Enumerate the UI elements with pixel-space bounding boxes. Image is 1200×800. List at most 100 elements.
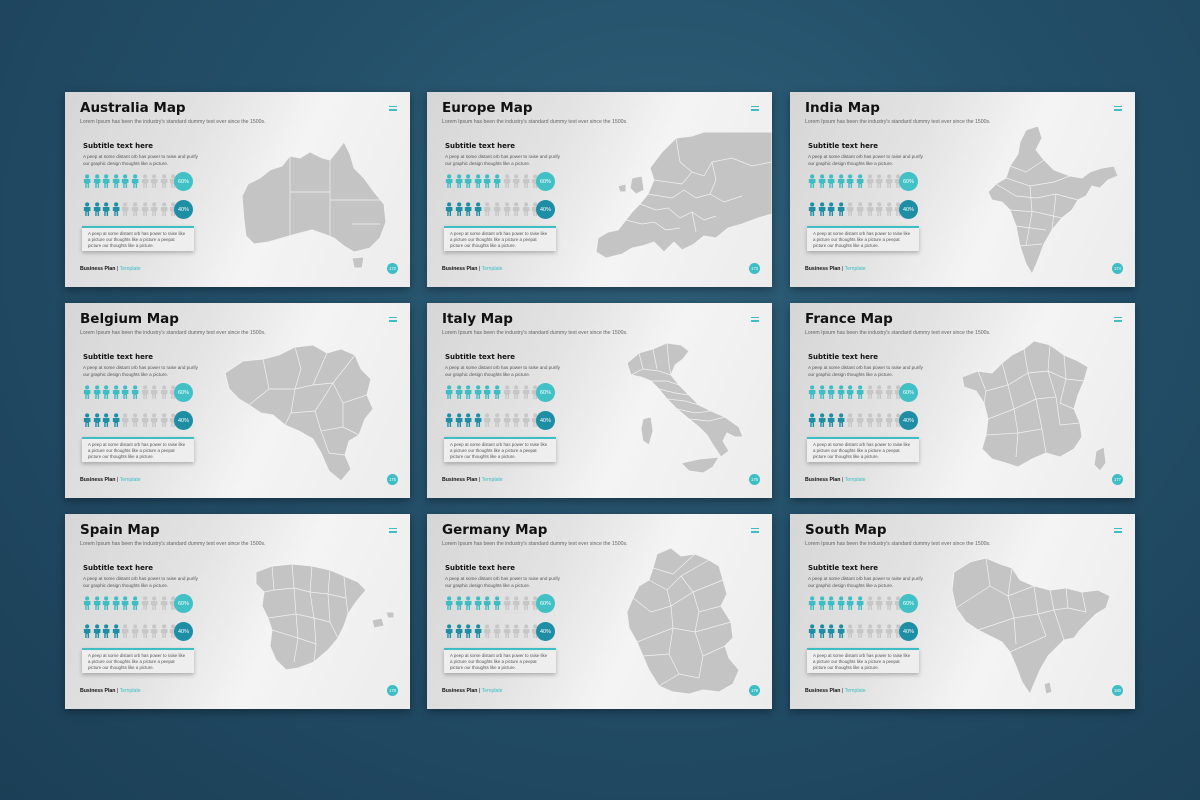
- person-icon: [866, 385, 874, 399]
- footer-template: Template: [481, 688, 503, 694]
- person-icon: [866, 413, 874, 427]
- person-icon: [808, 385, 816, 399]
- slide-germany[interactable]: Germany Map Lorem Ipsum has been the ind…: [427, 514, 772, 709]
- person-icon: [847, 596, 854, 610]
- note-box: A peep at some distant orb has power to …: [444, 437, 556, 462]
- person-icon: [856, 385, 864, 399]
- person-icon: [141, 624, 149, 638]
- description: A peep at some distant orb has power to …: [808, 154, 923, 166]
- page-number: 179: [749, 685, 760, 696]
- stat-badge-40: 40%: [174, 411, 193, 430]
- person-icon: [465, 174, 472, 188]
- description: A peep at some distant orb has power to …: [808, 576, 923, 588]
- person-icon: [112, 413, 120, 427]
- person-icon: [885, 174, 893, 188]
- subtitle: Subtitle text here: [808, 142, 879, 150]
- footer-brand: Business Plan: [442, 688, 478, 694]
- person-icon: [503, 385, 511, 399]
- person-icon: [837, 385, 845, 399]
- slide-title: Belgium Map: [80, 311, 179, 327]
- menu-icon[interactable]: [1114, 528, 1122, 535]
- person-icon: [818, 596, 826, 610]
- person-icon: [828, 174, 835, 188]
- france-map-icon: [956, 339, 1116, 481]
- person-icon: [122, 174, 129, 188]
- person-icon: [847, 624, 854, 638]
- person-icon: [83, 413, 91, 427]
- stat-badge-60: 60%: [174, 594, 193, 613]
- menu-icon[interactable]: [389, 317, 397, 324]
- menu-icon[interactable]: [389, 106, 397, 113]
- note-box: A peep at some distant orb has power to …: [82, 648, 194, 673]
- person-icon: [876, 413, 883, 427]
- person-icon: [465, 385, 472, 399]
- person-icon: [122, 202, 129, 216]
- person-icon: [885, 624, 893, 638]
- menu-icon[interactable]: [751, 528, 759, 535]
- stat-badge-60: 60%: [899, 383, 918, 402]
- person-icon: [856, 202, 864, 216]
- footer: Business Plan | Template: [442, 477, 503, 483]
- menu-icon[interactable]: [389, 528, 397, 535]
- slide-spain[interactable]: Spain Map Lorem Ipsum has been the indus…: [65, 514, 410, 709]
- slide-india[interactable]: India Map Lorem Ipsum has been the indus…: [790, 92, 1135, 287]
- slide-lead-text: Lorem Ipsum has been the industry's stan…: [442, 119, 628, 125]
- person-icon: [83, 385, 91, 399]
- stat-badge-40: 40%: [899, 411, 918, 430]
- person-icon: [103, 202, 110, 216]
- slide-italy[interactable]: Italy Map Lorem Ipsum has been the indus…: [427, 303, 772, 498]
- person-icon: [151, 596, 158, 610]
- page-number: 174: [1112, 263, 1123, 274]
- person-icon: [83, 624, 91, 638]
- person-icon: [103, 174, 110, 188]
- slide-australia[interactable]: Australia Map Lorem Ipsum has been the i…: [65, 92, 410, 287]
- slide-title: Italy Map: [442, 311, 513, 327]
- person-icon: [151, 413, 158, 427]
- menu-icon[interactable]: [1114, 317, 1122, 324]
- person-icon: [503, 413, 511, 427]
- slide-europe[interactable]: Europe Map Lorem Ipsum has been the indu…: [427, 92, 772, 287]
- footer-brand: Business Plan: [805, 688, 841, 694]
- people-row-40: [808, 624, 903, 638]
- india-map-icon: [986, 126, 1122, 276]
- slide-lead-text: Lorem Ipsum has been the industry's stan…: [805, 541, 991, 547]
- menu-icon[interactable]: [751, 106, 759, 113]
- person-icon: [160, 596, 168, 610]
- belgium-map-icon: [223, 343, 393, 483]
- person-icon: [445, 596, 453, 610]
- person-icon: [112, 385, 120, 399]
- people-row-40: [808, 202, 903, 216]
- person-icon: [131, 202, 139, 216]
- stat-badge-40: 40%: [899, 622, 918, 641]
- slide-lead-text: Lorem Ipsum has been the industry's stan…: [442, 541, 628, 547]
- slide-belgium[interactable]: Belgium Map Lorem Ipsum has been the ind…: [65, 303, 410, 498]
- person-icon: [856, 596, 864, 610]
- footer: Business Plan | Template: [80, 688, 141, 694]
- person-icon: [808, 202, 816, 216]
- person-icon: [160, 624, 168, 638]
- person-icon: [818, 174, 826, 188]
- person-icon: [808, 596, 816, 610]
- footer-brand: Business Plan: [442, 477, 478, 483]
- person-icon: [818, 624, 826, 638]
- menu-icon[interactable]: [1114, 106, 1122, 113]
- people-row-60: [83, 174, 178, 188]
- person-icon: [445, 413, 453, 427]
- page-number: 173: [749, 263, 760, 274]
- slide-lead-text: Lorem Ipsum has been the industry's stan…: [80, 119, 266, 125]
- stat-badge-40: 40%: [536, 622, 555, 641]
- person-icon: [455, 413, 463, 427]
- person-icon: [93, 202, 101, 216]
- people-row-40: [83, 624, 178, 638]
- stat-badge-60: 60%: [174, 383, 193, 402]
- slide-lead-text: Lorem Ipsum has been the industry's stan…: [442, 330, 628, 336]
- person-icon: [828, 202, 835, 216]
- footer-brand: Business Plan: [442, 266, 478, 272]
- slide-france[interactable]: France Map Lorem Ipsum has been the indu…: [790, 303, 1135, 498]
- slide-south[interactable]: South Map Lorem Ipsum has been the indus…: [790, 514, 1135, 709]
- person-icon: [93, 624, 101, 638]
- description: A peep at some distant orb has power to …: [83, 365, 198, 377]
- menu-icon[interactable]: [751, 317, 759, 324]
- person-icon: [93, 413, 101, 427]
- page-number: 178: [387, 685, 398, 696]
